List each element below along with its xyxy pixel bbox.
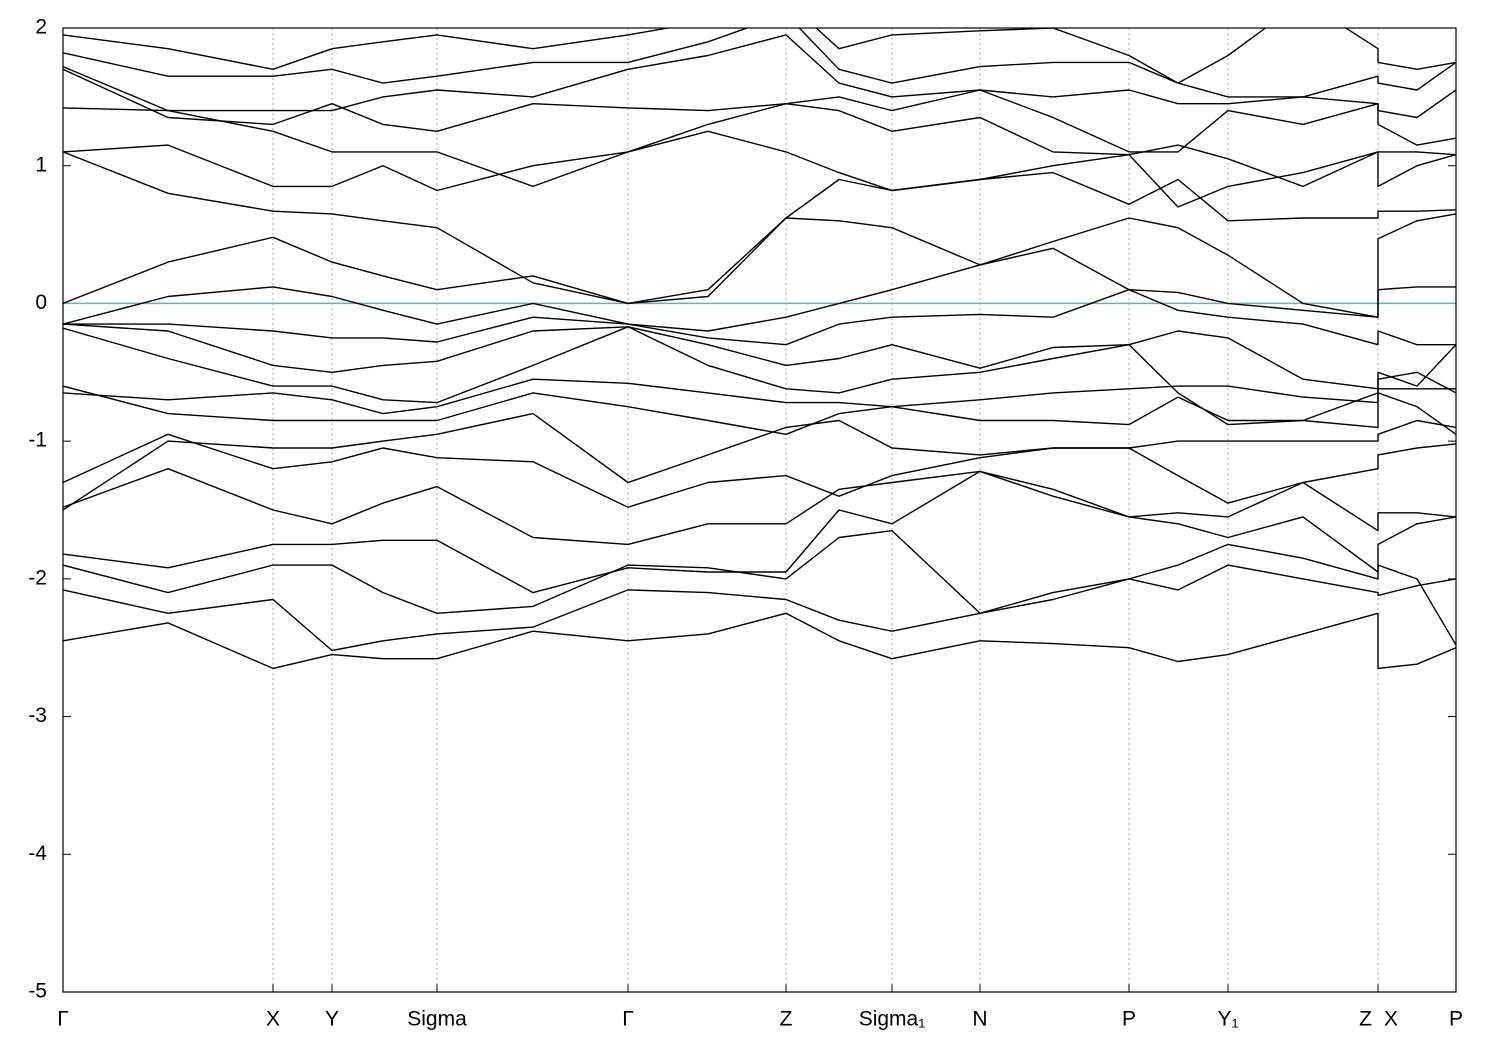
band-line xyxy=(63,378,1456,415)
y-tick-label: 0 xyxy=(35,291,47,314)
y-tick-label: 2 xyxy=(35,16,47,39)
y-tick-label: -2 xyxy=(28,566,47,589)
x-tick-label: P xyxy=(1449,1008,1463,1031)
band-line xyxy=(63,34,1456,119)
x-tick-label: X xyxy=(266,1008,280,1031)
x-tick-label: X xyxy=(1384,1008,1398,1031)
x-tick-label: P xyxy=(1122,1008,1136,1031)
y-tick-label: 1 xyxy=(35,153,47,176)
band-line xyxy=(63,107,1456,192)
band-line xyxy=(63,433,1456,508)
band-line xyxy=(63,68,1456,153)
band-line xyxy=(63,530,1456,646)
x-tick-label: Z xyxy=(780,1008,793,1031)
band-line xyxy=(63,385,1456,435)
x-tick-label: Z xyxy=(1359,1008,1372,1031)
band-line xyxy=(63,151,1456,305)
band-line xyxy=(63,289,1456,346)
band-line xyxy=(63,326,1456,426)
band-line xyxy=(63,468,1456,546)
band-line xyxy=(63,28,1456,84)
band-line xyxy=(63,213,1456,318)
band-line xyxy=(63,323,1456,394)
band-line xyxy=(63,28,1456,98)
band-line xyxy=(63,247,1456,332)
y-tick-label: -3 xyxy=(28,704,47,727)
x-tick-label: Y xyxy=(325,1008,339,1031)
band-line xyxy=(63,564,1456,652)
x-tick-label: Sigma xyxy=(407,1008,467,1031)
x-tick-label: Γ xyxy=(622,1008,634,1031)
plot-frame xyxy=(62,27,1457,993)
bands xyxy=(63,28,1456,670)
y-tick-label: -1 xyxy=(28,429,47,452)
band-line xyxy=(63,470,1456,594)
band-line xyxy=(63,103,1456,208)
x-tick-label: Y₁ xyxy=(1217,1008,1238,1031)
x-tick-label: Sigma₁ xyxy=(859,1008,926,1031)
y-tick-label: -4 xyxy=(28,842,47,865)
x-tick-label: N xyxy=(972,1008,987,1031)
band-line xyxy=(63,412,1456,511)
band-line xyxy=(63,612,1456,670)
x-tick-label: Γ xyxy=(57,1008,69,1031)
y-tick-label: -5 xyxy=(28,980,47,1003)
